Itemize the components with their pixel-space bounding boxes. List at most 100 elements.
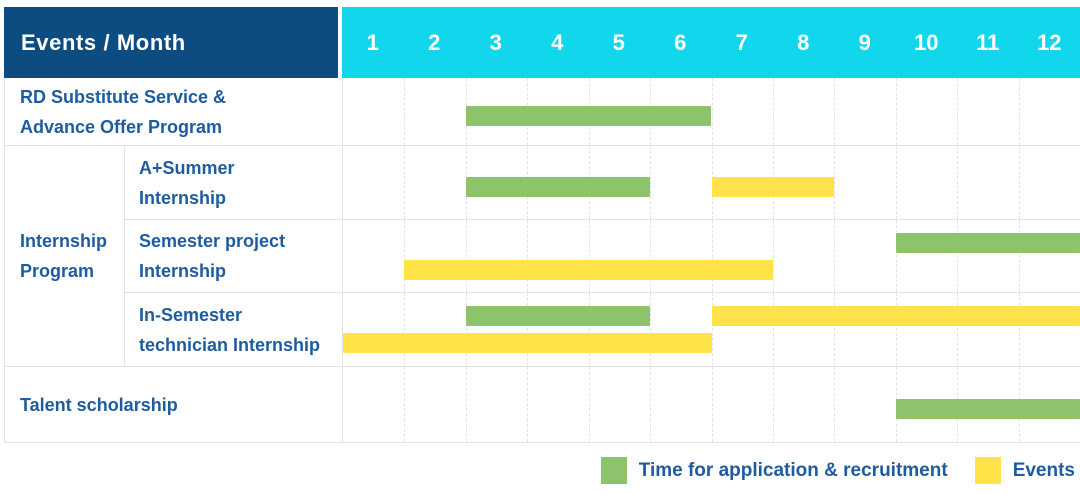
header-divider xyxy=(338,7,342,78)
month-gridline xyxy=(588,220,590,292)
month-label-11: 11 xyxy=(976,29,1000,55)
schedule-table: Events / Month 1 2 3 4 5 6 7 8 9 10 11 12 RD Substi… xyxy=(4,7,1080,443)
month-gridline xyxy=(957,78,959,145)
month-gridline xyxy=(895,78,897,145)
group-label-line: Program xyxy=(20,261,95,281)
table-row: RD Substitute Service & Advance Offer Pr… xyxy=(5,78,1080,146)
month-gridline xyxy=(588,293,590,366)
month-gridline xyxy=(588,367,590,442)
row-label-line: Talent scholarship xyxy=(20,394,178,415)
month-gridline xyxy=(895,220,897,292)
event-bar xyxy=(711,176,835,197)
month-gridline xyxy=(465,220,467,292)
month-gridline xyxy=(465,293,467,366)
legend-label: Time for application & recruitment xyxy=(638,459,948,481)
row-label-line: Internship xyxy=(139,187,227,208)
row-label-line: technician Internship xyxy=(139,334,321,355)
legend-item-events: Events xyxy=(974,457,1075,484)
event-bar xyxy=(343,333,712,353)
row-label-line: Semester project xyxy=(139,231,286,251)
month-label-9: 9 xyxy=(858,29,871,55)
row-label-rd-substitute-service: RD Substitute Service & Advance Offer Pr… xyxy=(5,78,343,145)
month-gridline xyxy=(465,367,467,442)
legend-item-recruitment: Time for application & recruitment xyxy=(600,457,948,484)
month-gridline xyxy=(772,78,774,145)
row-label-line: Internship xyxy=(139,261,227,281)
row-label-line: A+Summer xyxy=(139,157,235,178)
row-track xyxy=(343,293,1080,366)
month-header: 1 2 3 4 5 6 7 8 9 10 11 12 xyxy=(342,7,1080,78)
month-gridline xyxy=(404,146,406,219)
row-label-talent-scholarship: Talent scholarship xyxy=(5,367,343,442)
month-gridline xyxy=(834,146,836,219)
month-gridline xyxy=(650,220,652,292)
event-bar xyxy=(711,306,1080,326)
row-track xyxy=(343,367,1080,442)
row-label-a-plus-summer-internship: A+Summer Internship xyxy=(125,146,343,219)
row-label-line: Advance Offer Program xyxy=(20,116,223,137)
month-gridline xyxy=(957,220,959,292)
group-body: A+Summer Internship Semester project Int… xyxy=(125,146,1080,366)
table-row: A+Summer Internship xyxy=(125,146,1080,220)
month-label-2: 2 xyxy=(428,29,441,55)
recruitment-bar xyxy=(895,398,1080,419)
event-bar xyxy=(404,260,773,280)
month-gridline xyxy=(650,146,652,219)
month-label-7: 7 xyxy=(735,29,748,55)
row-label-in-semester-technician-internship: In-Semester technician Internship xyxy=(125,293,343,366)
month-gridline xyxy=(650,293,652,366)
month-label-5: 5 xyxy=(612,29,625,55)
month-label-1: 1 xyxy=(366,29,379,55)
page-title: Events / Month xyxy=(21,29,186,55)
row-label-line: RD Substitute Service & xyxy=(20,86,227,107)
month-label-6: 6 xyxy=(674,29,687,55)
month-gridline xyxy=(404,293,406,366)
month-gridline xyxy=(957,293,959,366)
group-label-line: Internship xyxy=(20,231,108,251)
table-header-row: Events / Month 1 2 3 4 5 6 7 8 9 10 11 12 xyxy=(4,7,1080,78)
table-row: Semester project Internship xyxy=(125,220,1080,293)
month-gridline xyxy=(650,367,652,442)
month-label-4: 4 xyxy=(551,29,564,55)
month-gridline xyxy=(404,78,406,145)
month-label-12: 12 xyxy=(1037,29,1062,55)
month-gridline xyxy=(527,293,529,366)
month-gridline xyxy=(404,220,406,292)
month-label-3: 3 xyxy=(489,29,502,55)
month-label-8: 8 xyxy=(797,29,810,55)
month-gridline xyxy=(1018,293,1020,366)
month-gridline xyxy=(895,146,897,219)
month-gridline xyxy=(772,367,774,442)
group-label-internship-program: Internship Program xyxy=(5,146,125,366)
month-gridline xyxy=(834,367,836,442)
recruitment-bar xyxy=(895,233,1080,253)
month-gridline xyxy=(711,293,713,366)
recruitment-bar xyxy=(465,105,712,126)
month-gridline xyxy=(957,146,959,219)
month-label-10: 10 xyxy=(914,29,939,55)
month-gridline xyxy=(711,78,713,145)
row-label-line: In-Semester xyxy=(139,304,243,325)
month-gridline xyxy=(895,293,897,366)
table-body: RD Substitute Service & Advance Offer Pr… xyxy=(4,78,1080,443)
month-gridline xyxy=(834,220,836,292)
events-swatch-icon xyxy=(974,457,1001,484)
month-gridline xyxy=(834,78,836,145)
month-gridline xyxy=(834,293,836,366)
legend: Time for application & recruitment Event… xyxy=(600,457,1075,484)
row-track xyxy=(343,78,1080,145)
events-month-header-cell: Events / Month xyxy=(4,7,338,78)
row-label-semester-project-internship: Semester project Internship xyxy=(125,220,343,292)
row-track xyxy=(343,220,1080,292)
month-gridline xyxy=(527,220,529,292)
legend-label: Events xyxy=(1012,459,1075,481)
recruitment-bar xyxy=(465,306,651,326)
month-gridline xyxy=(404,367,406,442)
month-gridline xyxy=(527,367,529,442)
table-row: Talent scholarship xyxy=(5,367,1080,443)
month-gridline xyxy=(1018,220,1020,292)
month-gridline xyxy=(711,367,713,442)
month-gridline xyxy=(711,220,713,292)
month-gridline xyxy=(772,220,774,292)
